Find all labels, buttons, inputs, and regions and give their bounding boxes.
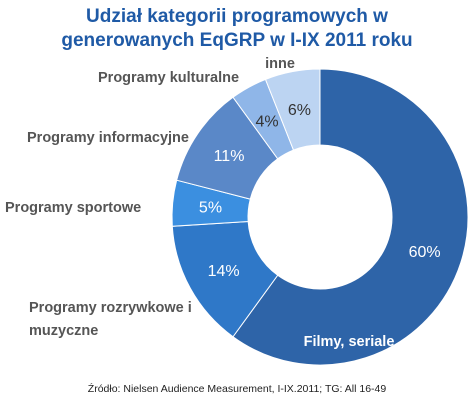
source-note: Źródło: Nielsen Audience Measurement, I-… [88, 382, 387, 395]
chart-title-line-2: generowanych EqGRP w I-IX 2011 roku [61, 30, 412, 51]
slice-value-label-3: 11% [214, 148, 245, 165]
slice-value-label-5: 6% [288, 102, 311, 119]
slice-label-inne: inne [265, 56, 295, 72]
slice-label-programy-rozrywkowe-line-1: Programy rozrywkowe i [29, 300, 192, 316]
donut-slice-0 [232, 68, 469, 366]
slice-label-programy-kulturalne: Programy kulturalne [98, 70, 239, 86]
slice-label-programy-rozrywkowe-line-2: muzyczne [29, 323, 98, 339]
slice-value-label-4: 4% [255, 114, 278, 131]
slice-label-filmy-seriale: Filmy, seriale [304, 334, 395, 350]
slice-value-label-1: 14% [208, 263, 240, 280]
chart-title-line-1: Udział kategorii programowych w [86, 6, 388, 27]
slice-value-label-2: 5% [199, 200, 222, 217]
slice-label-programy-sportowe: Programy sportowe [5, 200, 141, 216]
slice-label-programy-informacyjne: Programy informacyjne [27, 130, 189, 146]
donut-slice-5 [264, 68, 321, 151]
slice-value-label-0: 60% [409, 244, 441, 261]
